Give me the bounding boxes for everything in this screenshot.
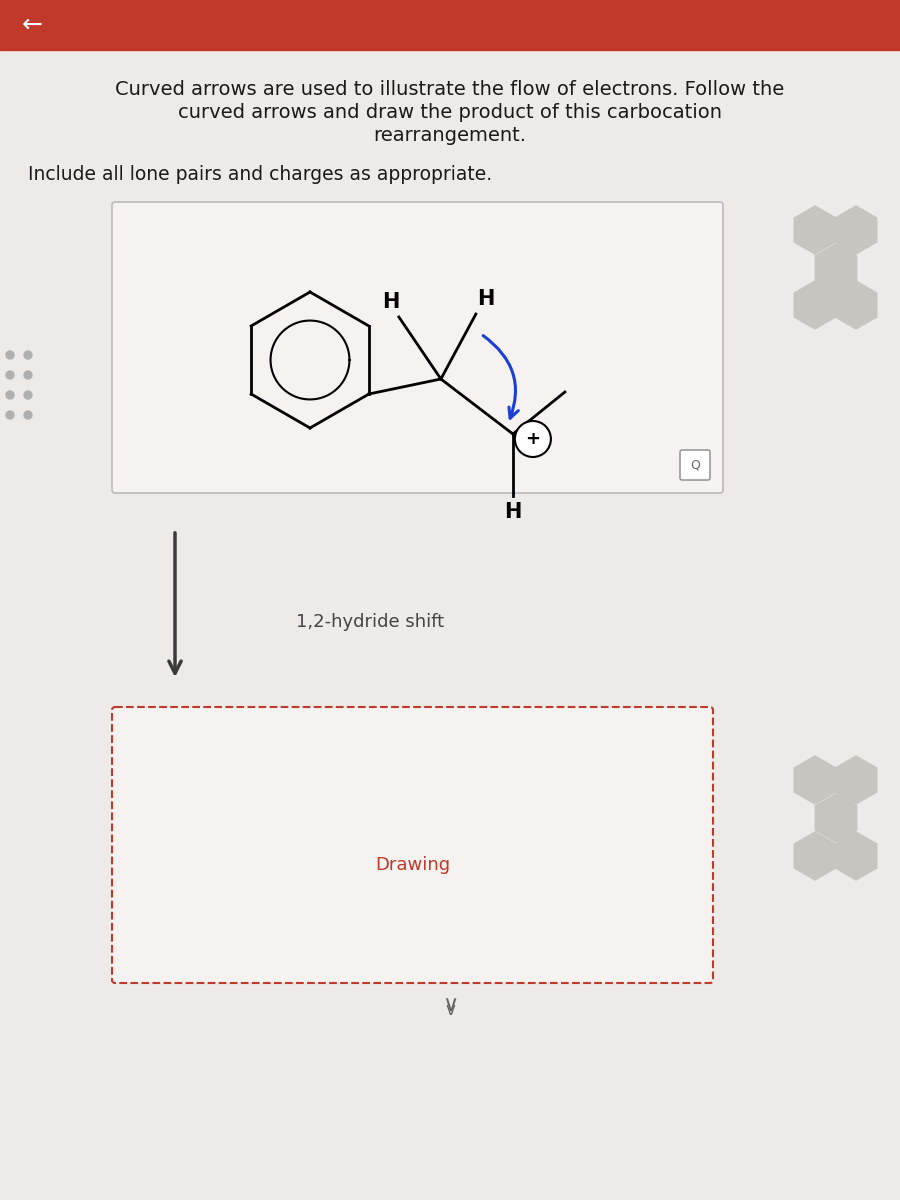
Text: 1,2-hydride shift: 1,2-hydride shift [296, 613, 444, 631]
Circle shape [6, 410, 14, 419]
Text: H: H [477, 289, 495, 308]
Circle shape [24, 371, 32, 379]
Text: H: H [504, 502, 522, 522]
Circle shape [6, 350, 14, 359]
Text: Include all lone pairs and charges as appropriate.: Include all lone pairs and charges as ap… [28, 164, 492, 184]
Circle shape [24, 410, 32, 419]
Text: rearrangement.: rearrangement. [374, 126, 526, 145]
FancyBboxPatch shape [112, 707, 713, 983]
Text: ∨: ∨ [442, 995, 458, 1015]
Circle shape [515, 421, 551, 457]
Circle shape [24, 391, 32, 398]
FancyBboxPatch shape [112, 202, 723, 493]
Text: +: + [526, 430, 540, 448]
Text: H: H [382, 292, 400, 312]
Circle shape [24, 350, 32, 359]
Text: curved arrows and draw the product of this carbocation: curved arrows and draw the product of th… [178, 103, 722, 122]
Circle shape [6, 391, 14, 398]
Text: ←: ← [22, 13, 43, 37]
Text: Curved arrows are used to illustrate the flow of electrons. Follow the: Curved arrows are used to illustrate the… [115, 80, 785, 98]
Text: v: v [446, 1001, 454, 1019]
Text: Drawing: Drawing [375, 856, 450, 874]
Bar [0, 0, 900, 50]
Circle shape [6, 371, 14, 379]
Text: Q: Q [690, 458, 700, 472]
FancyBboxPatch shape [680, 450, 710, 480]
